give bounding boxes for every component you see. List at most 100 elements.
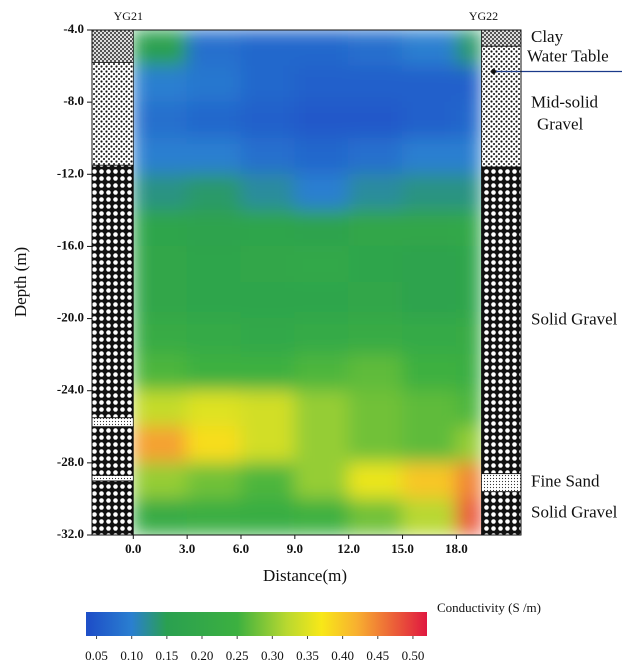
- heat-cell: [187, 390, 242, 427]
- x-tick-label: 0.0: [125, 541, 141, 556]
- borehole-layer: [92, 62, 133, 165]
- y-tick-label: -12.0: [57, 165, 84, 180]
- x-axis-label: Distance(m): [263, 566, 347, 585]
- colorbar-tick-label: 0.20: [191, 648, 214, 663]
- heat-cell: [133, 426, 188, 463]
- heat-cell: [348, 426, 403, 463]
- y-tick-label: -16.0: [57, 237, 84, 252]
- borehole-layer: [92, 427, 133, 476]
- heat-cell: [294, 66, 349, 103]
- heat-cell: [240, 390, 295, 427]
- heat-cell: [456, 282, 482, 319]
- heat-cell: [348, 246, 403, 283]
- heat-cell: [133, 30, 188, 67]
- heat-cell: [348, 30, 403, 67]
- heat-cell: [133, 210, 188, 247]
- borehole-layer: [482, 167, 521, 474]
- heat-cell: [133, 282, 188, 319]
- x-tick-label: 18.0: [445, 541, 468, 556]
- heat-cell: [240, 318, 295, 355]
- heat-cell: [456, 66, 482, 103]
- heat-cell: [240, 354, 295, 391]
- heat-cell: [133, 102, 188, 139]
- heat-cell: [133, 390, 188, 427]
- heat-cell: [294, 246, 349, 283]
- heat-cell: [402, 426, 457, 463]
- heat-cell: [294, 210, 349, 247]
- borehole-layer: [482, 30, 521, 46]
- x-tick-label: 3.0: [179, 541, 195, 556]
- heat-cell: [402, 210, 457, 247]
- heat-cell: [294, 390, 349, 427]
- heat-cell: [348, 498, 403, 535]
- colorbar-tick-label: 0.05: [85, 648, 108, 663]
- heat-cell: [240, 210, 295, 247]
- heat-cell: [133, 138, 188, 175]
- heat-cell: [240, 282, 295, 319]
- y-tick-label: -8.0: [63, 93, 84, 108]
- heat-cell: [133, 66, 188, 103]
- heat-cell: [348, 66, 403, 103]
- colorbar-title: Conductivity (S /m): [437, 600, 541, 615]
- heat-cell: [187, 66, 242, 103]
- borehole-layer: [92, 30, 133, 62]
- heat-cell: [348, 318, 403, 355]
- heat-cell: [402, 66, 457, 103]
- heat-cell: [294, 462, 349, 499]
- heat-cell: [294, 318, 349, 355]
- heat-cell: [187, 30, 242, 67]
- heat-cell: [133, 318, 188, 355]
- heat-cell: [456, 30, 482, 67]
- y-axis-label: Depth (m): [11, 247, 30, 317]
- x-tick-label: 12.0: [337, 541, 360, 556]
- colorbar-tick-label: 0.15: [155, 648, 178, 663]
- heat-cell: [240, 426, 295, 463]
- heat-cell: [187, 210, 242, 247]
- colorbar-tick-label: 0.35: [296, 648, 319, 663]
- colorbar-tick-label: 0.10: [120, 648, 143, 663]
- heat-cell: [402, 174, 457, 211]
- heat-cell: [402, 102, 457, 139]
- heat-cell: [402, 246, 457, 283]
- borehole-layer: [92, 418, 133, 427]
- borehole-layer: [482, 474, 521, 492]
- borehole-layer: [92, 165, 133, 418]
- borehole-name: YG21: [114, 9, 143, 23]
- heat-cell: [348, 390, 403, 427]
- heat-cell: [402, 498, 457, 535]
- layer-label: Gravel: [537, 115, 584, 134]
- borehole-layer: [482, 492, 521, 535]
- heat-cell: [456, 462, 482, 499]
- heat-cell: [133, 354, 188, 391]
- borehole-name: YG22: [469, 9, 498, 23]
- x-tick-label: 6.0: [233, 541, 249, 556]
- heat-cell: [456, 174, 482, 211]
- x-tick-label: 15.0: [391, 541, 414, 556]
- heat-cell: [240, 66, 295, 103]
- water-table-marker: [491, 69, 496, 74]
- heat-cell: [402, 30, 457, 67]
- heat-cell: [456, 102, 482, 139]
- colorbar-tick-label: 0.25: [226, 648, 249, 663]
- heat-cell: [133, 498, 188, 535]
- heat-cell: [240, 498, 295, 535]
- heat-cell: [348, 138, 403, 175]
- heat-cell: [187, 246, 242, 283]
- heat-cell: [456, 138, 482, 175]
- colorbar-tick-label: 0.40: [331, 648, 354, 663]
- heat-cell: [402, 354, 457, 391]
- heat-cell: [402, 390, 457, 427]
- heat-cell: [187, 282, 242, 319]
- heat-cell: [348, 282, 403, 319]
- heat-cell: [402, 318, 457, 355]
- heat-cell: [294, 426, 349, 463]
- layer-label: Mid-solid: [531, 93, 599, 112]
- heat-cell: [402, 462, 457, 499]
- heat-cell: [187, 318, 242, 355]
- heat-cell: [456, 318, 482, 355]
- heat-cell: [240, 174, 295, 211]
- heat-cell: [187, 138, 242, 175]
- heatmap-cells: [133, 30, 482, 536]
- heat-cell: [187, 174, 242, 211]
